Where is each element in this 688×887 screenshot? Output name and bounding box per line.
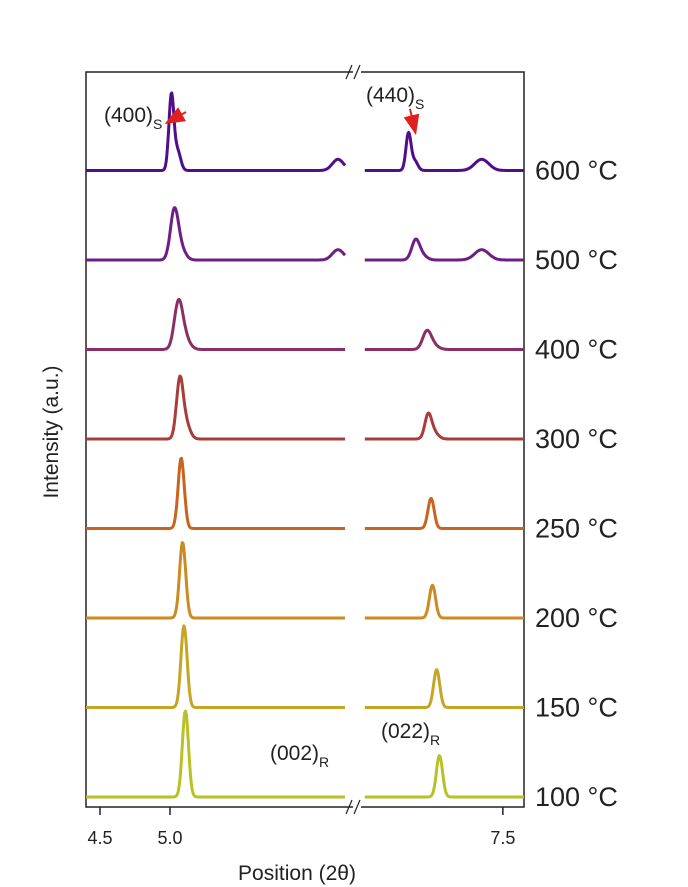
annotation-subscript-0: S (153, 116, 162, 132)
series-line-7-left (85, 91, 347, 172)
annotation-arrow-0 (164, 107, 187, 124)
x-tick-label-2: 7.5 (490, 828, 515, 848)
axis-break-mark-0-1 (353, 64, 361, 80)
annotation-subscript-3: R (430, 732, 440, 748)
x-tick-label-1: 5.0 (157, 828, 182, 848)
axis-break-gap (353, 60, 361, 820)
series-label-6: 500 °C (535, 245, 618, 275)
trace-group (85, 60, 525, 820)
series-line-2-left (85, 541, 346, 620)
axis-break-mark-0-0 (345, 64, 353, 80)
annotation-subscript-1: S (415, 96, 424, 112)
series-line-0-right (363, 754, 525, 799)
axis-break-mark-1-1 (353, 799, 361, 815)
series-label-4: 300 °C (535, 424, 618, 454)
series-label-0: 100 °C (535, 782, 618, 812)
series-line-4-right (363, 411, 525, 441)
annotation-3: (022)R (381, 720, 440, 748)
annotation-arrow-1 (403, 108, 420, 135)
series-label-2: 200 °C (535, 603, 618, 633)
series-line-1-right (363, 668, 525, 709)
y-axis-title: Intensity (a.u.) (40, 365, 63, 498)
series-line-3-left (85, 456, 346, 530)
annotation-2: (002)R (270, 742, 329, 770)
series-label-3: 250 °C (535, 514, 618, 544)
annotation-1: (440)S (366, 84, 424, 112)
tick-group: 4.5 5.0 7.5 (87, 807, 515, 848)
label-group: 100 °C 150 °C 200 °C 250 °C 300 °C 400 °C 500 … (104, 84, 618, 812)
axis-break-mark-1-0 (345, 799, 353, 815)
series-label-5: 400 °C (535, 335, 618, 365)
annotation-0: (400)S (104, 104, 162, 132)
series-line-0-left (85, 709, 346, 799)
series-line-4-left (85, 374, 346, 441)
series-line-5-left (85, 297, 346, 351)
series-line-6-left (85, 206, 347, 262)
series-label-7: 600 °C (535, 156, 618, 186)
x-axis-title: Position (2θ) (238, 862, 356, 885)
series-line-1-left (85, 624, 346, 709)
series-line-7-right (363, 130, 525, 172)
series-label-1: 150 °C (535, 693, 618, 723)
series-line-6-right (363, 237, 525, 262)
series-line-3-right (363, 496, 525, 530)
x-tick-label-0: 4.5 (87, 828, 112, 848)
series-line-5-right (363, 328, 525, 351)
annotation-subscript-2: R (319, 754, 329, 770)
series-line-2-right (363, 583, 525, 620)
